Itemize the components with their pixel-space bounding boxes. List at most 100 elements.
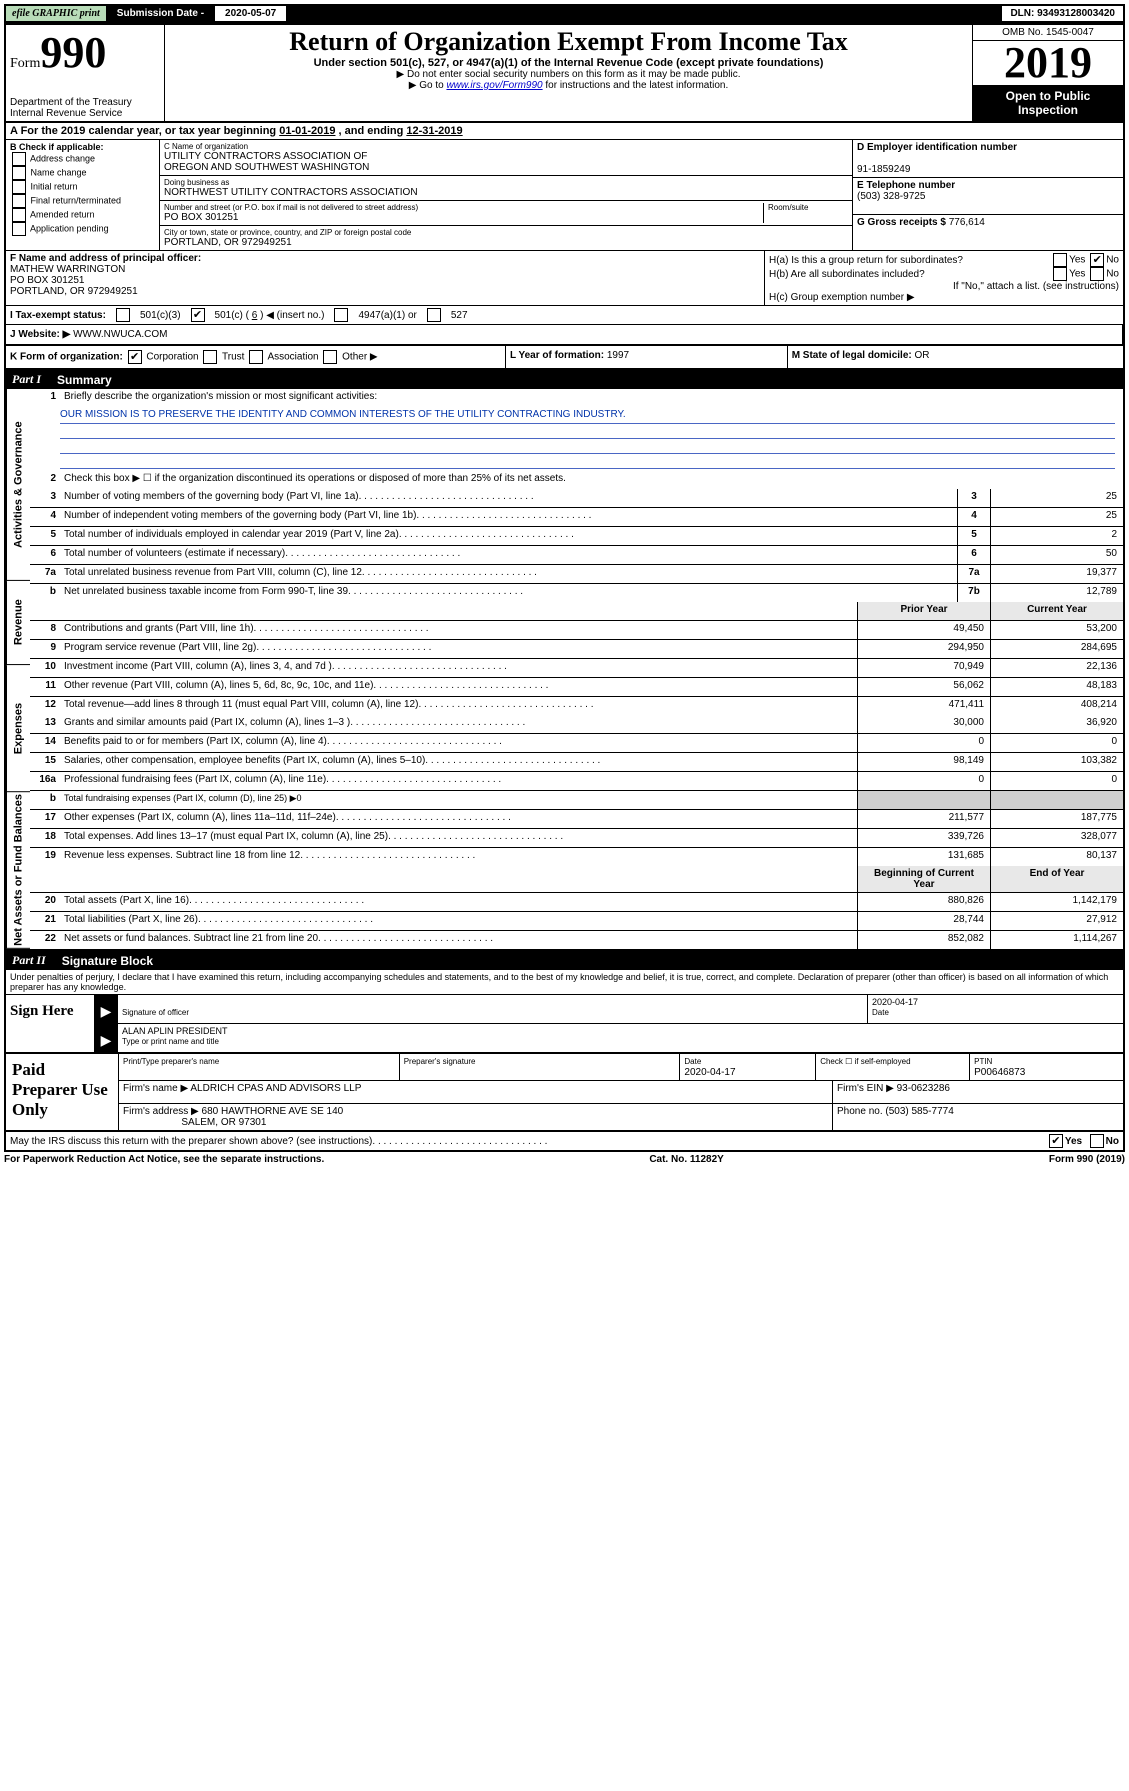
ssn-note: ▶ Do not enter social security numbers o… xyxy=(171,69,966,80)
d-ein: D Employer identification number 91-1859… xyxy=(853,140,1123,178)
cb-assoc[interactable] xyxy=(249,350,263,364)
sign-here-label: Sign Here xyxy=(6,995,95,1052)
ha-no[interactable] xyxy=(1090,253,1104,267)
cb-501c[interactable] xyxy=(191,308,205,322)
form-header: Form990 Department of the Treasury Inter… xyxy=(4,23,1125,123)
table-row: 20Total assets (Part X, line 16)880,8261… xyxy=(30,893,1123,912)
arrow-icon: ▶ xyxy=(95,1024,118,1052)
h-group: H(a) Is this a group return for subordin… xyxy=(765,251,1123,305)
table-row: 4Number of independent voting members of… xyxy=(30,508,1123,527)
side-tabs: Activities & Governance Revenue Expenses… xyxy=(6,389,30,949)
tab-governance: Activities & Governance xyxy=(6,389,30,581)
tab-revenue: Revenue xyxy=(6,581,30,665)
table-row: 13Grants and similar amounts paid (Part … xyxy=(30,715,1123,734)
cb-addr-change[interactable]: Address change xyxy=(10,152,155,166)
submission-label: Submission Date - xyxy=(111,6,210,21)
preparer-block: Paid Preparer Use Only Print/Type prepar… xyxy=(4,1054,1125,1132)
firm-ein: 93-0623286 xyxy=(897,1083,950,1094)
table-row: 14Benefits paid to or for members (Part … xyxy=(30,734,1123,753)
table-row: 6Total number of volunteers (estimate if… xyxy=(30,546,1123,565)
cb-527[interactable] xyxy=(427,308,441,322)
mission-block: OUR MISSION IS TO PRESERVE THE IDENTITY … xyxy=(30,407,1123,471)
block-b-through-g: B Check if applicable: Address change Na… xyxy=(4,140,1125,251)
submission-date: 2020-05-07 xyxy=(214,5,287,22)
part-i-header: Part I Summary xyxy=(4,370,1125,389)
c-city: City or town, state or province, country… xyxy=(160,226,852,250)
cb-other[interactable] xyxy=(323,350,337,364)
cb-app-pending[interactable]: Application pending xyxy=(10,222,155,236)
top-bar: efile GRAPHIC print Submission Date - 20… xyxy=(4,4,1125,23)
line-2-label: Check this box ▶ ☐ if the organization d… xyxy=(60,471,1123,489)
table-row: 7aTotal unrelated business revenue from … xyxy=(30,565,1123,584)
officer-name: ALAN APLIN PRESIDENT xyxy=(122,1026,228,1036)
ha-yes[interactable] xyxy=(1053,253,1067,267)
e-phone: E Telephone number (503) 328-9725 xyxy=(853,178,1123,215)
summary-table: Activities & Governance Revenue Expenses… xyxy=(4,389,1125,951)
table-row: 22Net assets or fund balances. Subtract … xyxy=(30,931,1123,949)
table-row: 3Number of voting members of the governi… xyxy=(30,489,1123,508)
cb-initial[interactable]: Initial return xyxy=(10,180,155,194)
prep-date: 2020-04-17 xyxy=(684,1067,735,1078)
row-a-taxyear: A For the 2019 calendar year, or tax yea… xyxy=(4,123,1125,140)
c-org-name: C Name of organization UTILITY CONTRACTO… xyxy=(160,140,852,176)
hb-no[interactable] xyxy=(1090,267,1104,281)
perjury-declaration: Under penalties of perjury, I declare th… xyxy=(6,970,1123,994)
table-row: 10Investment income (Part VIII, column (… xyxy=(30,659,1123,678)
row-i-tax-status: I Tax-exempt status: 501(c)(3) 501(c) ( … xyxy=(4,306,1125,325)
cb-amended[interactable]: Amended return xyxy=(10,208,155,222)
table-row: 8Contributions and grants (Part VIII, li… xyxy=(30,621,1123,640)
k-form-org: K Form of organization: Corporation Trus… xyxy=(6,346,506,368)
table-row: bTotal fundraising expenses (Part IX, co… xyxy=(30,791,1123,810)
table-row: bNet unrelated business taxable income f… xyxy=(30,584,1123,602)
row-header-begin-end: Beginning of Current Year End of Year xyxy=(30,866,1123,893)
part-ii-header: Part II Signature Block xyxy=(4,951,1125,970)
table-row: 16aProfessional fundraising fees (Part I… xyxy=(30,772,1123,791)
table-row: 18Total expenses. Add lines 13–17 (must … xyxy=(30,829,1123,848)
efile-badge[interactable]: efile GRAPHIC print xyxy=(5,5,107,22)
paid-preparer-label: Paid Preparer Use Only xyxy=(6,1054,119,1130)
row-header-prior-current: Prior Year Current Year xyxy=(30,602,1123,621)
table-row: 5Total number of individuals employed in… xyxy=(30,527,1123,546)
signature-block: Under penalties of perjury, I declare th… xyxy=(4,970,1125,1054)
cb-trust[interactable] xyxy=(203,350,217,364)
table-row: 21Total liabilities (Part X, line 26)28,… xyxy=(30,912,1123,931)
sig-date: 2020-04-17 xyxy=(872,997,918,1007)
sig-officer-label: Signature of officer xyxy=(122,1008,189,1017)
dln: DLN: 93493128003420 xyxy=(1001,5,1124,22)
table-row: 11Other revenue (Part VIII, column (A), … xyxy=(30,678,1123,697)
tab-expenses: Expenses xyxy=(6,665,30,792)
open-public-badge: Open to Public Inspection xyxy=(973,85,1123,121)
discuss-yes[interactable] xyxy=(1049,1134,1063,1148)
g-receipts: G Gross receipts $ 776,614 xyxy=(853,215,1123,251)
l-year: L Year of formation: 1997 xyxy=(506,346,788,368)
cb-final[interactable]: Final return/terminated xyxy=(10,194,155,208)
cb-4947[interactable] xyxy=(334,308,348,322)
form-title: Return of Organization Exempt From Incom… xyxy=(171,27,966,57)
form-number: Form990 xyxy=(10,27,160,78)
col-b-checkboxes: B Check if applicable: Address change Na… xyxy=(6,140,160,250)
cb-name-change[interactable]: Name change xyxy=(10,166,155,180)
page-footer: For Paperwork Reduction Act Notice, see … xyxy=(4,1152,1125,1167)
ptin: P00646873 xyxy=(974,1067,1025,1078)
block-f-h: F Name and address of principal officer:… xyxy=(4,251,1125,306)
goto-note: ▶ Go to www.irs.gov/Form990 for instruct… xyxy=(171,80,966,91)
irs-link[interactable]: www.irs.gov/Form990 xyxy=(446,80,542,91)
discuss-no[interactable] xyxy=(1090,1134,1104,1148)
firm-phone: (503) 585-7774 xyxy=(885,1106,953,1117)
tab-netassets: Net Assets or Fund Balances xyxy=(6,792,30,949)
m-state: M State of legal domicile: OR xyxy=(788,346,1123,368)
firm-name: ALDRICH CPAS AND ADVISORS LLP xyxy=(190,1083,361,1094)
line-1-label: Briefly describe the organization's miss… xyxy=(60,389,1123,407)
c-street: Number and street (or P.O. box if mail i… xyxy=(160,201,852,226)
table-row: 9Program service revenue (Part VIII, lin… xyxy=(30,640,1123,659)
cb-501c3[interactable] xyxy=(116,308,130,322)
table-row: 12Total revenue—add lines 8 through 11 (… xyxy=(30,697,1123,715)
firm-addr: 680 HAWTHORNE AVE SE 140 xyxy=(202,1106,344,1117)
hb-yes[interactable] xyxy=(1053,267,1067,281)
cb-corp[interactable] xyxy=(128,350,142,364)
table-row: 19Revenue less expenses. Subtract line 1… xyxy=(30,848,1123,866)
table-row: 15Salaries, other compensation, employee… xyxy=(30,753,1123,772)
self-employed-check[interactable]: Check ☐ if self-employed xyxy=(820,1057,910,1066)
table-row: 17Other expenses (Part IX, column (A), l… xyxy=(30,810,1123,829)
f-officer: F Name and address of principal officer:… xyxy=(6,251,765,305)
